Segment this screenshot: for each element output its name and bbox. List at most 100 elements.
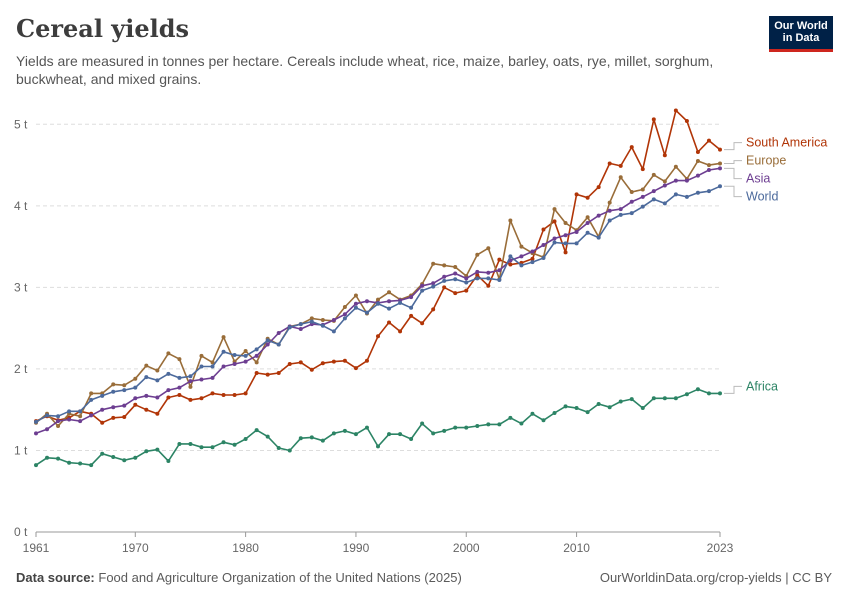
data-point[interactable] [718, 184, 722, 189]
series-label-africa[interactable]: Africa [746, 379, 778, 393]
data-point[interactable] [353, 366, 358, 371]
data-point[interactable] [320, 361, 325, 366]
data-point[interactable] [387, 290, 392, 295]
data-point[interactable] [718, 161, 722, 166]
data-point[interactable] [464, 276, 469, 281]
data-point[interactable] [188, 379, 193, 384]
data-point[interactable] [673, 396, 678, 401]
data-point[interactable] [563, 233, 568, 238]
data-point[interactable] [56, 419, 61, 424]
data-point[interactable] [34, 419, 38, 424]
data-point[interactable] [331, 318, 336, 322]
series-label-asia[interactable]: Asia [746, 172, 770, 186]
data-point[interactable] [243, 391, 248, 396]
data-point[interactable] [155, 378, 160, 383]
data-point[interactable] [673, 108, 678, 113]
data-point[interactable] [618, 212, 623, 217]
data-point[interactable] [464, 288, 469, 293]
data-point[interactable] [376, 297, 380, 302]
data-point[interactable] [144, 375, 149, 380]
data-point[interactable] [464, 425, 469, 430]
data-point[interactable] [232, 353, 237, 358]
data-point[interactable] [353, 301, 358, 306]
data-point[interactable] [398, 432, 403, 437]
data-point[interactable] [78, 409, 83, 414]
data-point[interactable] [364, 425, 369, 430]
data-point[interactable] [596, 185, 601, 190]
data-point[interactable] [221, 335, 226, 340]
data-point[interactable] [89, 413, 94, 418]
data-point[interactable] [199, 396, 204, 401]
data-point[interactable] [353, 305, 358, 310]
data-point[interactable] [596, 401, 601, 406]
data-point[interactable] [342, 358, 347, 363]
data-point[interactable] [519, 263, 524, 268]
data-point[interactable] [144, 363, 149, 368]
data-point[interactable] [188, 441, 193, 446]
data-point[interactable] [486, 246, 491, 251]
data-point[interactable] [431, 281, 436, 286]
data-point[interactable] [67, 417, 72, 422]
data-point[interactable] [640, 167, 645, 172]
data-point[interactable] [398, 329, 403, 334]
data-point[interactable] [574, 406, 579, 411]
data-point[interactable] [320, 323, 325, 328]
data-point[interactable] [541, 242, 546, 247]
data-point[interactable] [89, 463, 94, 468]
data-point[interactable] [45, 455, 50, 460]
data-point[interactable] [287, 448, 292, 453]
data-point[interactable] [67, 460, 72, 465]
data-point[interactable] [596, 235, 601, 240]
data-point[interactable] [607, 218, 612, 223]
data-point[interactable] [662, 183, 667, 188]
data-point[interactable] [662, 153, 667, 158]
data-point[interactable] [453, 291, 458, 296]
data-point[interactable] [133, 396, 138, 401]
data-point[interactable] [662, 201, 667, 206]
data-point[interactable] [111, 415, 116, 420]
data-point[interactable] [409, 437, 414, 442]
data-point[interactable] [585, 195, 590, 200]
data-point[interactable] [718, 166, 722, 171]
data-point[interactable] [420, 283, 425, 288]
data-point[interactable] [155, 411, 160, 416]
data-point[interactable] [177, 357, 182, 362]
data-point[interactable] [309, 435, 314, 440]
data-point[interactable] [618, 175, 623, 180]
data-point[interactable] [629, 189, 634, 194]
data-point[interactable] [232, 442, 237, 447]
data-point[interactable] [508, 254, 513, 259]
data-point[interactable] [695, 159, 700, 163]
data-point[interactable] [607, 161, 612, 166]
data-point[interactable] [144, 449, 149, 454]
data-point[interactable] [298, 326, 303, 331]
data-point[interactable] [486, 270, 491, 275]
data-point[interactable] [276, 371, 281, 375]
data-point[interactable] [166, 388, 171, 393]
data-point[interactable] [320, 438, 325, 443]
data-point[interactable] [552, 410, 557, 415]
data-point[interactable] [706, 189, 711, 194]
data-point[interactable] [563, 404, 568, 409]
data-point[interactable] [210, 391, 215, 396]
data-point[interactable] [453, 425, 458, 430]
data-point[interactable] [254, 347, 259, 352]
data-point[interactable] [320, 318, 325, 322]
data-point[interactable] [530, 411, 535, 416]
data-point[interactable] [364, 310, 369, 315]
data-point[interactable] [67, 409, 72, 414]
data-point[interactable] [111, 405, 116, 410]
data-point[interactable] [133, 402, 138, 407]
data-point[interactable] [199, 377, 204, 382]
data-point[interactable] [475, 252, 480, 257]
data-point[interactable] [100, 407, 105, 412]
data-point[interactable] [651, 197, 656, 202]
data-point[interactable] [210, 364, 215, 369]
data-point[interactable] [420, 321, 425, 326]
data-point[interactable] [210, 375, 215, 380]
data-point[interactable] [144, 393, 149, 398]
data-point[interactable] [673, 178, 678, 183]
data-point[interactable] [387, 320, 392, 325]
series-line-europe[interactable] [35, 160, 721, 427]
data-point[interactable] [651, 396, 656, 401]
